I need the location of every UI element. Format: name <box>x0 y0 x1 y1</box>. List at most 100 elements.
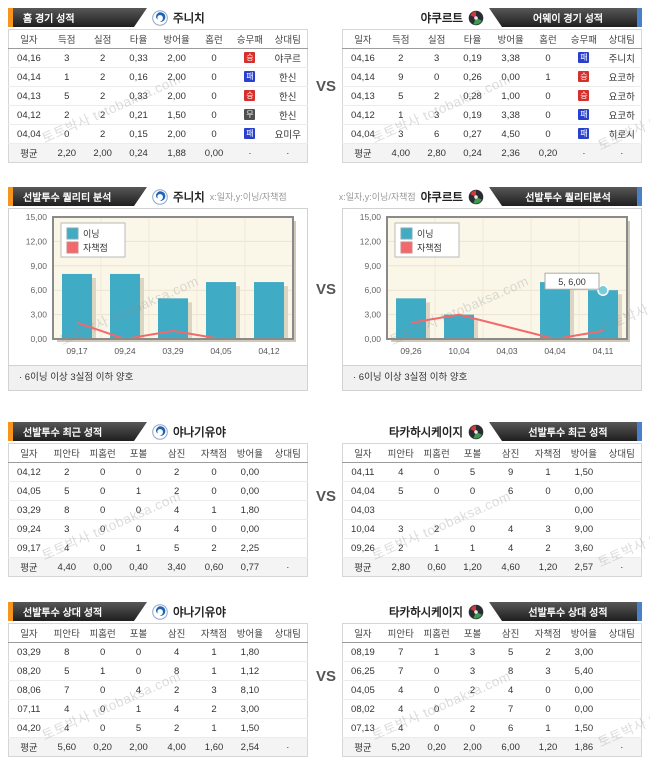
table-row: 03,29 8 0 0 4 1 1,80 <box>8 642 308 662</box>
panel-header: 타카하시케이지 선발투수 상대 성적 <box>342 602 642 621</box>
cell <box>602 718 642 738</box>
cell: 승 <box>565 67 603 87</box>
cell: 패 <box>565 105 603 125</box>
table-row: 04,12 2 2 0,21 1,50 0 무 한신 <box>8 105 308 125</box>
cell: 5 <box>48 661 85 681</box>
cell: 0,40 <box>120 557 157 577</box>
table-row: 04,04 3 6 0,27 4,50 0 패 히로시 <box>342 124 642 144</box>
cell: 4 <box>490 680 531 700</box>
section-title: 어웨이 경기 성적 <box>533 14 603 25</box>
quality-chart-panel-left: 선발투수 퀄리티 분석 주니치 x:일자,y:이닝/자책점 15,00 12,00… <box>8 187 308 391</box>
vs-label: VS <box>315 78 336 95</box>
cell: 0 <box>418 661 455 681</box>
average-row: 평균 5,20 0,20 2,00 6,00 1,20 1,86 · <box>342 737 642 757</box>
cell: 0 <box>454 481 491 501</box>
cell: 1,80 <box>231 642 269 662</box>
yakult-team-icon <box>468 424 484 440</box>
average-row: 평균 4,40 0,00 0,40 3,40 0,60 0,77 · <box>8 557 308 577</box>
cell: 04,04 <box>8 124 49 144</box>
cell <box>268 718 308 738</box>
svg-text:04,04: 04,04 <box>544 346 566 356</box>
cell: 0,24 <box>120 143 157 163</box>
column-header: 일자 <box>342 443 383 463</box>
cell: 승 <box>231 86 269 106</box>
svg-text:10,04: 10,04 <box>448 346 470 356</box>
cell: 0,15 <box>120 124 157 144</box>
svg-text:12,00: 12,00 <box>360 236 382 246</box>
table-row: 08,19 7 1 3 5 2 3,00 <box>342 642 642 662</box>
cell: 3 <box>382 124 419 144</box>
cell: 4 <box>156 699 197 719</box>
cell: 0 <box>530 124 566 144</box>
cell <box>268 661 308 681</box>
pitcher-versus-table-right: 일자 피안타 피홈런 포볼 삼진 자책점 방어율 상대팀 08,19 7 1 3 5 2 3,00 06,25… <box>342 623 642 757</box>
svg-text:04,03: 04,03 <box>496 346 518 356</box>
cell: 4 <box>48 538 85 558</box>
svg-text:3,00: 3,00 <box>30 310 47 320</box>
table-row: 07,13 4 0 0 6 1 1,50 <box>342 718 642 738</box>
cell: 6 <box>418 124 455 144</box>
cell: 0 <box>84 519 121 539</box>
section-title-bar: 홈 경기 성적 <box>8 8 147 27</box>
column-header: 승무패 <box>565 29 603 49</box>
orange-accent-bar <box>8 8 13 27</box>
cell: 4 <box>382 462 419 482</box>
cell: 1 <box>418 642 455 662</box>
cell: 3,40 <box>156 557 197 577</box>
cell: 0,00 <box>231 462 269 482</box>
cell: 0,19 <box>454 105 491 125</box>
column-header: 득점 <box>48 29 85 49</box>
cell: 3,38 <box>490 48 531 68</box>
cell: 1 <box>382 105 419 125</box>
column-header: 삼진 <box>156 443 197 463</box>
cell <box>602 462 642 482</box>
cell: · <box>268 557 308 577</box>
svg-text:이닝: 이닝 <box>417 229 434 239</box>
cell: 0 <box>120 661 157 681</box>
table-row: 08,06 7 0 4 2 3 8,10 <box>8 680 308 700</box>
cell: 2 <box>48 105 85 125</box>
cell: 5 <box>382 481 419 501</box>
header-row: 일자 득점 실점 타율 방어율 홈런 승무패 상대팀 <box>342 29 642 49</box>
orange-accent-bar <box>8 602 13 621</box>
cell: 0,00 <box>490 67 531 87</box>
chunichi-team-icon <box>152 603 168 620</box>
axis-hint: x:일자,y:이닝/자책점 <box>338 192 416 202</box>
column-header: 포볼 <box>120 443 157 463</box>
blue-accent-bar <box>637 187 642 206</box>
column-header: 실점 <box>418 29 455 49</box>
cell: · <box>565 143 603 163</box>
column-header: 타율 <box>120 29 157 49</box>
yakult-team-icon <box>468 189 484 205</box>
cell: 7 <box>48 680 85 700</box>
svg-text:9,00: 9,00 <box>364 261 381 271</box>
cell: · <box>268 737 308 757</box>
cell: 요코하 <box>602 86 642 106</box>
column-header: 피안타 <box>382 623 419 643</box>
cell: 08,02 <box>342 699 383 719</box>
win-badge: 승 <box>578 71 590 83</box>
cell: 1,60 <box>196 737 232 757</box>
cell: 6 <box>490 481 531 501</box>
table-row: 06,25 7 0 3 8 3 5,40 <box>342 661 642 681</box>
cell: 4 <box>382 699 419 719</box>
cell: 2 <box>418 519 455 539</box>
column-header: 일자 <box>8 29 49 49</box>
svg-text:09,24: 09,24 <box>114 346 136 356</box>
svg-text:0,00: 0,00 <box>30 334 47 344</box>
cell: 0 <box>84 462 121 482</box>
column-header: 포볼 <box>454 623 491 643</box>
cell: 3,38 <box>490 105 531 125</box>
cell: 0,33 <box>120 86 157 106</box>
cell: 0 <box>120 642 157 662</box>
header-row: 일자 피안타 피홈런 포볼 삼진 자책점 방어율 상대팀 <box>8 623 308 643</box>
cell: 2,00 <box>120 737 157 757</box>
cell: 5 <box>48 481 85 501</box>
pitcher-name: 타카하시케이지 <box>388 606 463 619</box>
cell: 0 <box>530 699 566 719</box>
column-header: 자책점 <box>196 443 232 463</box>
column-header: 홈런 <box>196 29 232 49</box>
cell: 3 <box>382 519 419 539</box>
cell: 5,60 <box>48 737 85 757</box>
pitcher-name: 야나기유야 <box>173 426 226 439</box>
